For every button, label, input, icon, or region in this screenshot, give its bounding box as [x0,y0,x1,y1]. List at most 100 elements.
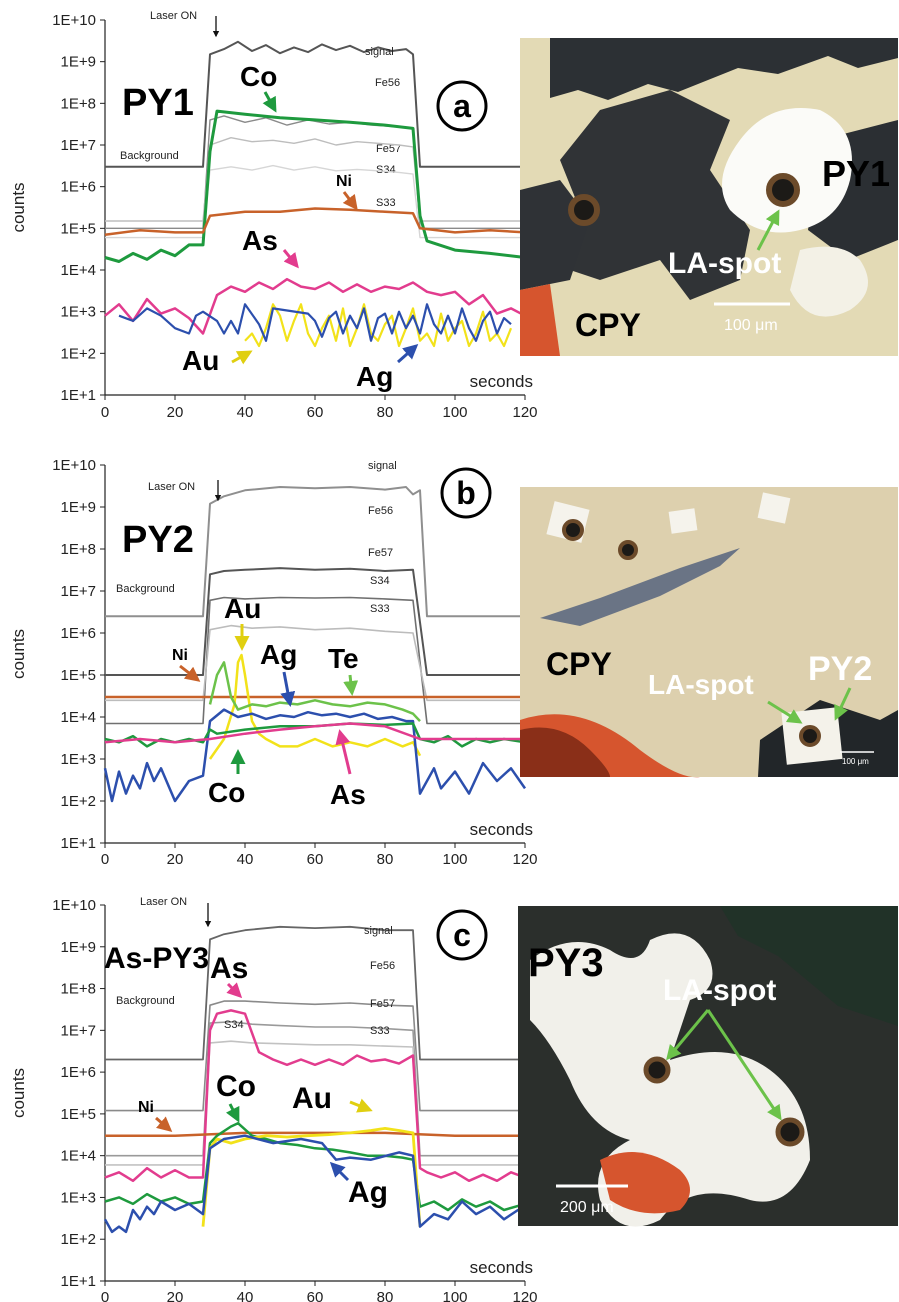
series-line-fe57 [105,115,525,230]
micrograph-b: CPY LA-spot PY2 100 μm [520,487,898,778]
y-tick-label: 1E+1 [61,835,96,852]
y-tick-label: 1E+3 [61,304,96,321]
x-tick-label: 40 [237,851,254,868]
micrograph-c: PY3 LA-spot 200 μm [518,906,898,1227]
series-label-fe56: Fe56 [368,505,393,517]
panel-label-circle-a [436,80,488,132]
x-tick-label: 0 [101,1289,109,1302]
y-tick-label: 1E+6 [61,625,96,642]
series-line-ag [118,303,512,342]
series-label-s33: S33 [370,603,390,615]
x-tick-label: 20 [167,1289,184,1302]
series-line-co [104,1121,526,1212]
y-tick-label: 1E+7 [61,137,96,154]
scale-bar-label: 100 μm [842,757,869,766]
series-label-fe56: Fe56 [370,960,395,972]
y-tick-label: 1E+2 [61,1231,96,1248]
y-tick-label: 1E+2 [61,793,96,810]
sample-label-py2: PY2 [122,519,194,561]
series-line-ni [105,1131,525,1137]
x-tick-label: 60 [307,851,324,868]
x-tick-label: 80 [377,404,394,421]
y-tick-label: 1E+9 [61,499,96,516]
laser-on-label: Laser ON [148,481,195,493]
panel-label-c: c [453,917,471,953]
series-line-s33 [105,624,525,702]
y-tick-label: 1E+3 [61,1189,96,1206]
series-line-s34 [105,596,525,725]
label-as-c: As [210,952,248,985]
series-line-as [104,1009,526,1183]
series-label-s33: S33 [370,1025,390,1037]
micrograph-label: CPY [546,646,612,682]
x-axis-title: seconds [470,1258,533,1277]
x-tick-label: 60 [307,404,324,421]
y-tick-label: 1E+5 [61,1106,96,1123]
la-spot-crater [618,540,638,560]
micrograph-label: LA-spot [663,974,776,1007]
chart-panel-b: 1E+1 1E+2 1E+3 1E+4 1E+5 1E+6 1E+7 1E+8 1E+9 1E+1… [9,457,538,868]
background-label: Background [116,583,175,595]
x-tick-label: 60 [307,1289,324,1302]
sample-label-as-py3: As-PY3 [104,942,209,975]
micrograph-label: PY2 [808,650,872,688]
signal-label: signal [365,46,394,58]
x-tick-label: 40 [237,404,254,421]
label-te-b: Te [328,643,359,674]
series-label-fe57: Fe57 [368,547,393,559]
label-as-b: As [330,779,366,810]
x-tick-label: 100 [442,851,467,868]
y-tick-label: 1E+3 [61,751,96,768]
panel-label-a: a [453,88,471,124]
x-tick-label: 80 [377,1289,394,1302]
signal-label: signal [368,460,397,472]
la-spot-crater [643,1056,671,1084]
x-tick-label: 40 [237,1289,254,1302]
x-tick-label: 100 [442,1289,467,1302]
x-tick-label: 120 [512,851,537,868]
series-line-as [104,722,525,744]
y-tick-label: 1E+10 [52,457,96,474]
y-tick-label: 1E+5 [61,220,96,237]
series-line-au [208,653,422,760]
series-line-fe57 [105,567,525,676]
series-label-s34: S34 [376,164,396,176]
series-line-ag [103,1134,526,1234]
laser-on-label: Laser ON [140,896,187,908]
y-tick-label: 1E+2 [61,345,96,362]
series-label-s34: S34 [224,1019,244,1031]
x-axis-title: seconds [470,820,533,839]
y-tick-label: 1E+5 [61,667,96,684]
micrograph-label: LA-spot [668,247,781,280]
series-line-s34 [105,136,525,222]
series-line-fe57 [105,1000,525,1112]
y-tick-label: 1E+4 [61,1148,96,1165]
y-axis-title: counts [9,1068,28,1118]
series-line-fe56 [105,486,525,618]
x-tick-label: 20 [167,851,184,868]
label-ni-b: Ni [172,647,188,664]
la-spot-crater [568,194,600,226]
x-tick-label: 120 [512,404,537,421]
micrograph-label: PY1 [822,153,890,194]
micrograph-label: CPY [575,307,641,343]
y-tick-label: 1E+10 [52,897,96,914]
x-tick-label: 20 [167,404,184,421]
series-line-s33 [105,164,525,239]
panel-label-circle-c [436,909,488,961]
label-ni-c: Ni [138,1099,154,1116]
series-line-au [244,303,513,348]
label-co-b: Co [208,777,245,808]
series-line-fe56 [105,40,525,168]
label-co-c: Co [216,1070,256,1103]
series-line-ag [103,708,527,803]
micrograph-label: PY3 [528,941,604,985]
y-tick-label: 1E+4 [61,262,96,279]
label-ag-c: Ag [348,1176,388,1209]
micrograph-label: LA-spot [648,669,754,700]
series-line-co [104,109,526,263]
series-line-as [104,277,526,335]
series-line-te [208,661,421,722]
chart-panel-a: 1E+1 1E+2 1E+3 1E+4 1E+5 1E+6 1E+7 1E+8 1E+9 1E+1… [9,10,538,421]
